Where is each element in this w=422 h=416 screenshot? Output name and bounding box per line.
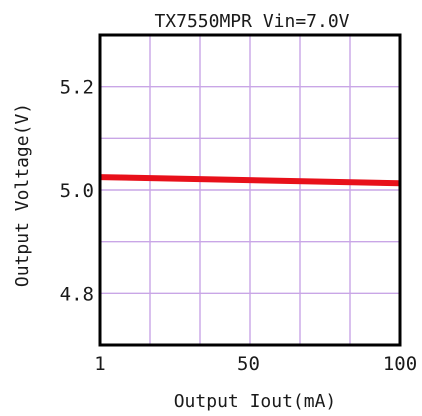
x-tick-label: 1 [94, 353, 105, 375]
series-layer [99, 174, 401, 187]
x-tick-label: 100 [383, 353, 417, 375]
y-axis-label: Output Voltage(V) [12, 103, 33, 287]
x-axis-label: Output Iout(mA) [174, 391, 337, 412]
tick-labels: 4.8 5.0 5.2 1 50 100 [60, 77, 417, 375]
x-tick-label: 50 [237, 353, 260, 375]
y-tick-label: 5.0 [60, 180, 94, 202]
plot-frame [98, 33, 402, 347]
grid [100, 35, 400, 345]
y-tick-label: 4.8 [60, 283, 94, 305]
chart-title: TX7550MPR Vin=7.0V [154, 11, 349, 32]
series-line-0 [99, 174, 401, 187]
y-tick-label: 5.2 [60, 77, 94, 99]
